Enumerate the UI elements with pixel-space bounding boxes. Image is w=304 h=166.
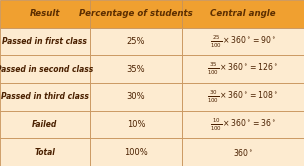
FancyBboxPatch shape [90,138,182,166]
Text: $\frac{10}{100}\times360^\circ = 36^\circ$: $\frac{10}{100}\times360^\circ = 36^\cir… [210,116,277,133]
FancyBboxPatch shape [90,28,182,55]
FancyBboxPatch shape [182,55,304,83]
FancyBboxPatch shape [182,0,304,28]
Text: Passed in second class: Passed in second class [0,65,93,74]
FancyBboxPatch shape [0,138,90,166]
FancyBboxPatch shape [0,111,90,138]
Text: Failed: Failed [32,120,57,129]
FancyBboxPatch shape [0,0,90,28]
FancyBboxPatch shape [90,0,182,28]
FancyBboxPatch shape [0,83,90,111]
Text: 100%: 100% [124,148,148,157]
FancyBboxPatch shape [182,138,304,166]
FancyBboxPatch shape [182,83,304,111]
Text: Result: Result [29,9,60,18]
Text: $\frac{35}{100}\times360^\circ = 126^\circ$: $\frac{35}{100}\times360^\circ = 126^\ci… [207,61,279,77]
Text: Percentage of students: Percentage of students [79,9,193,18]
Text: Total: Total [34,148,55,157]
FancyBboxPatch shape [182,111,304,138]
Text: $\frac{30}{100}\times360^\circ = 108^\circ$: $\frac{30}{100}\times360^\circ = 108^\ci… [207,89,279,105]
FancyBboxPatch shape [182,28,304,55]
Text: $360^\circ$: $360^\circ$ [233,147,254,158]
FancyBboxPatch shape [90,83,182,111]
Text: Central angle: Central angle [210,9,276,18]
Text: 10%: 10% [127,120,145,129]
Text: 30%: 30% [127,92,145,101]
Text: Passed in first class: Passed in first class [2,37,87,46]
Text: 25%: 25% [127,37,145,46]
Text: Passed in third class: Passed in third class [1,92,89,101]
Text: 35%: 35% [127,65,145,74]
FancyBboxPatch shape [0,55,90,83]
FancyBboxPatch shape [90,55,182,83]
FancyBboxPatch shape [90,111,182,138]
Text: $\frac{25}{100}\times360^\circ = 90^\circ$: $\frac{25}{100}\times360^\circ = 90^\cir… [210,33,277,50]
FancyBboxPatch shape [0,28,90,55]
